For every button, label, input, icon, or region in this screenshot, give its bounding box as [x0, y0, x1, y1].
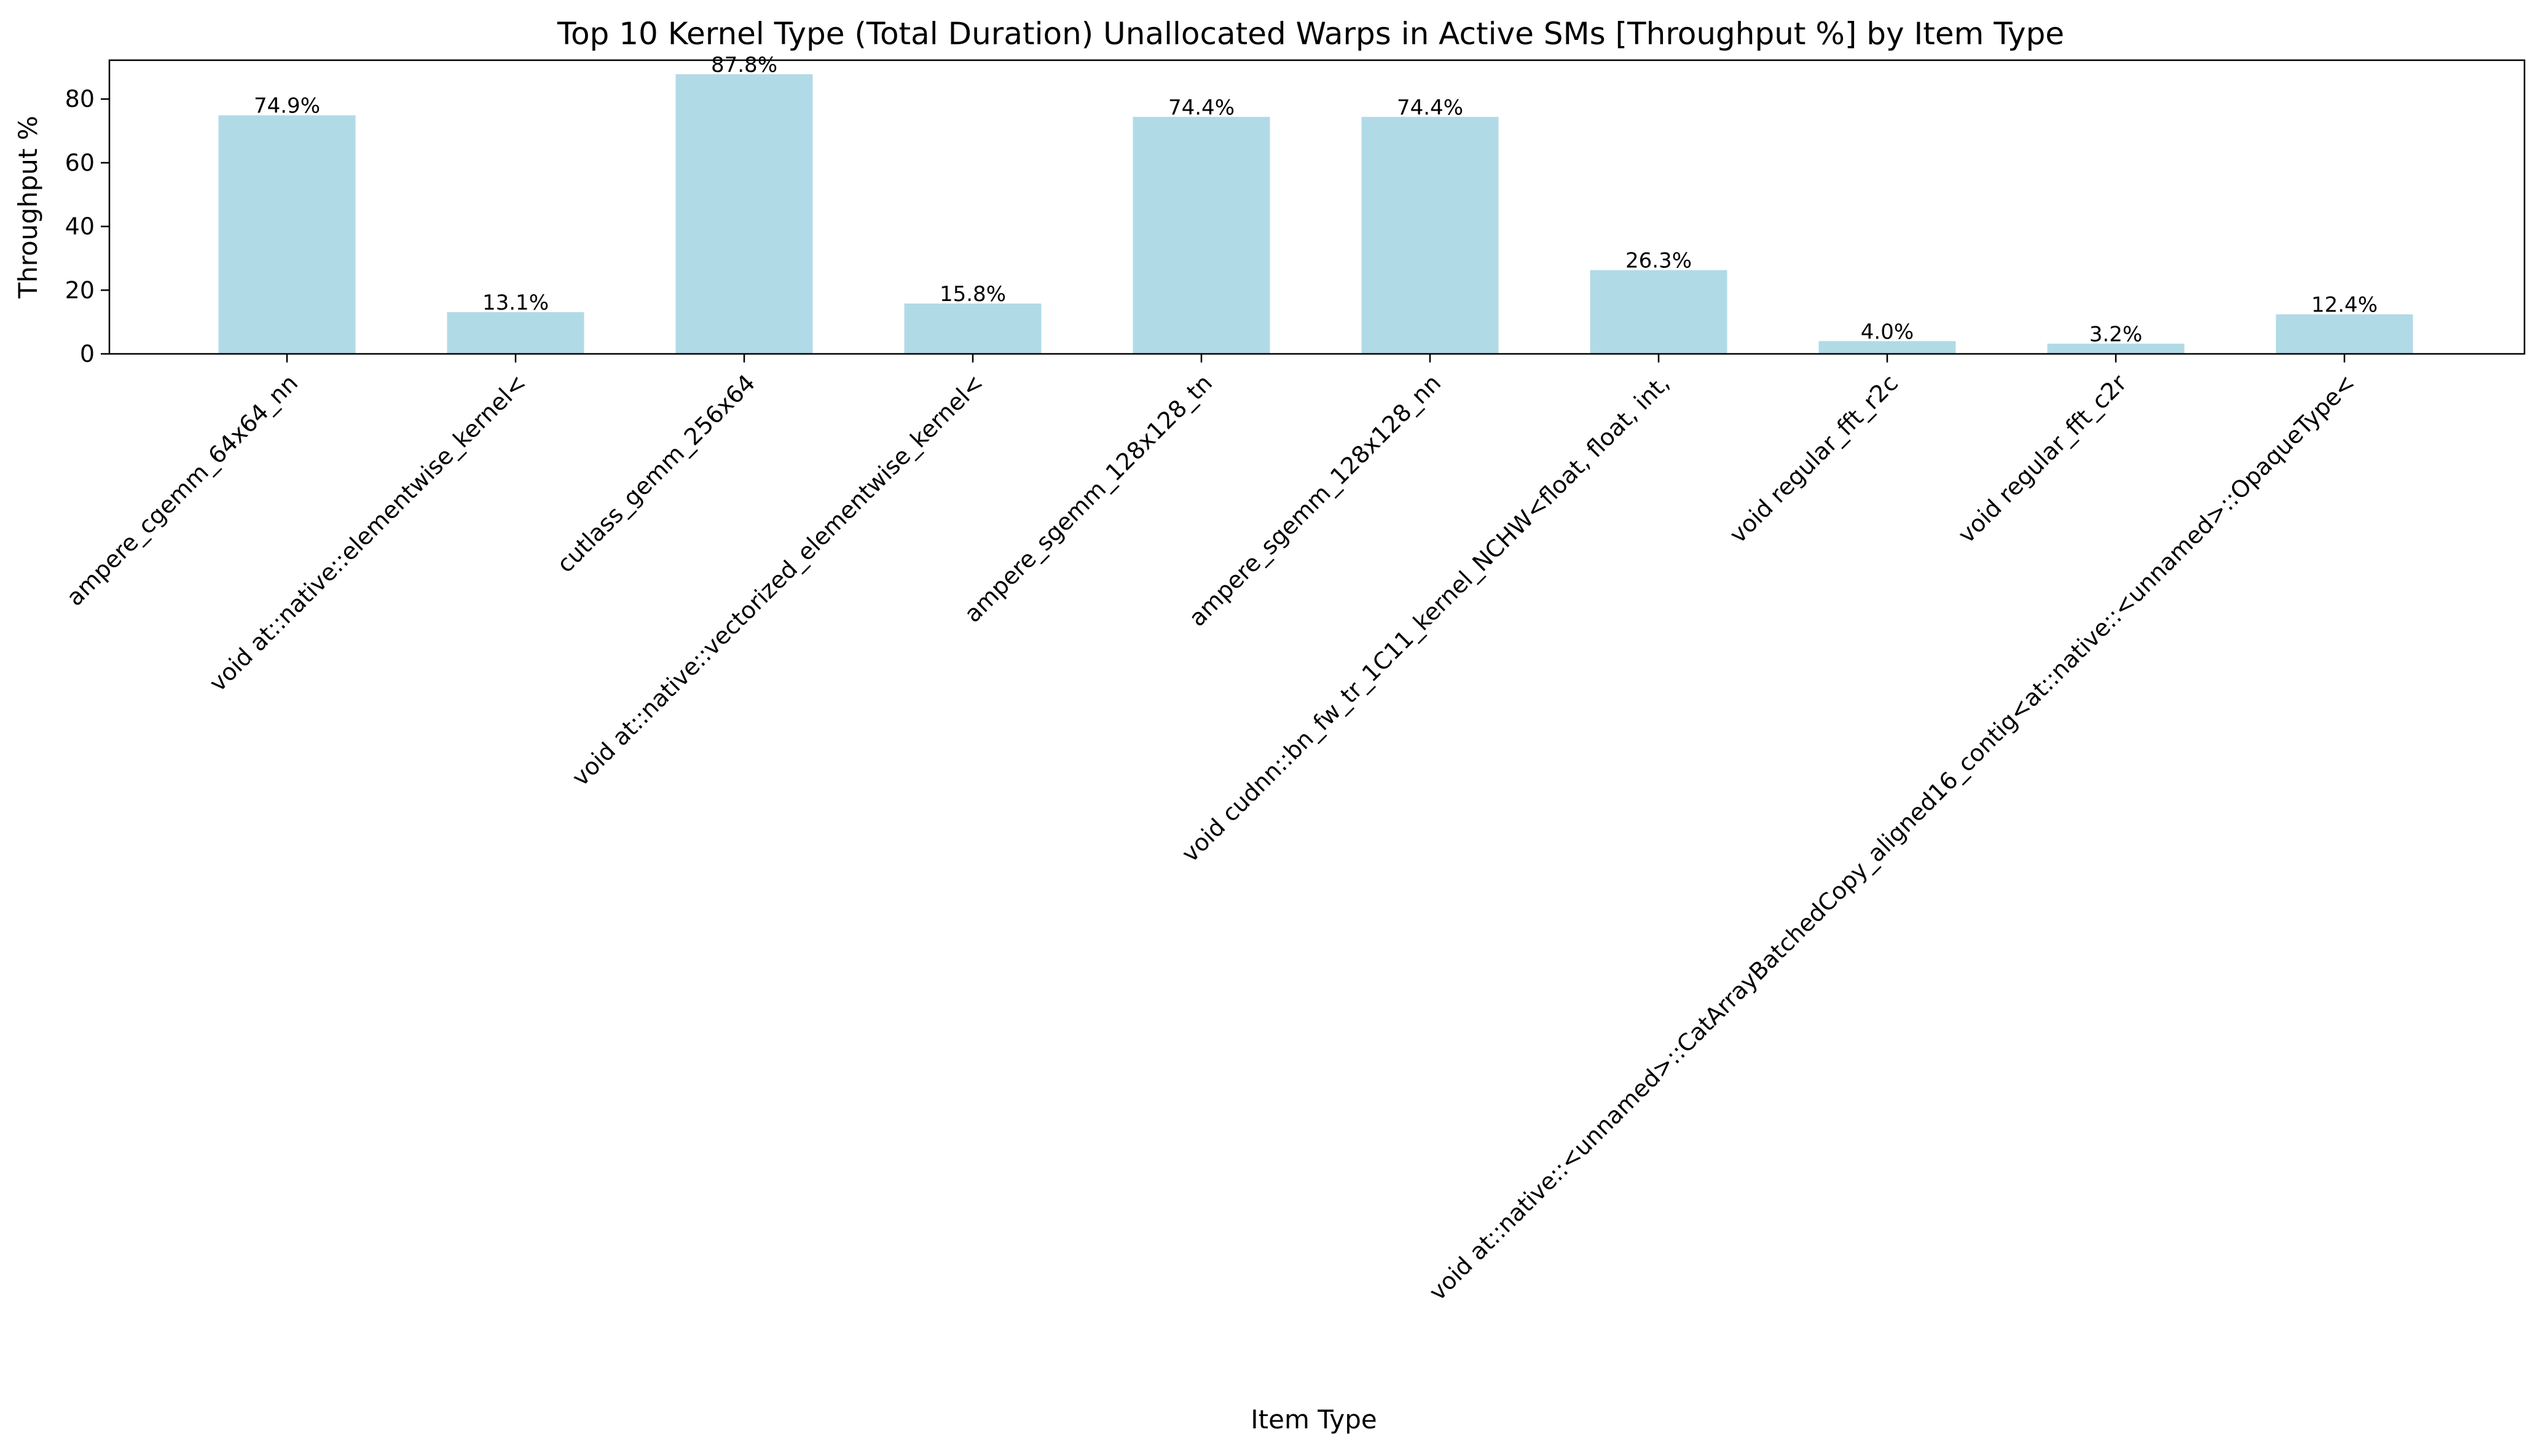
data-label-8: 3.2%: [2089, 322, 2142, 346]
x-tick-label-8: void regular_fft_c2r: [1953, 369, 2132, 549]
x-tick-label-7: void regular_fft_r2c: [1724, 369, 1903, 548]
y-axis-label: Throughput %: [13, 115, 43, 299]
data-label-9: 12.4%: [2311, 293, 2378, 318]
x-tick-label-5: ampere_sgemm_128x128_nn: [1184, 369, 1446, 632]
data-labels-layer: 74.9% 13.1% 87.8% 15.8% 74.4% 74.4% 26.3% 4.0% 3…: [254, 53, 2378, 347]
y-tick-label-0: 0: [80, 340, 95, 367]
x-tick-label-3: void at::native::vectorized_elementwise_…: [567, 369, 989, 791]
bar-0: [218, 115, 356, 354]
data-label-7: 4.0%: [1861, 319, 1914, 344]
data-label-0: 74.9%: [254, 94, 320, 119]
bar-5: [1361, 117, 1499, 354]
data-label-4: 74.4%: [1168, 95, 1235, 120]
bar-1: [447, 312, 584, 354]
y-axis: 0 20 40 60 80: [65, 85, 109, 367]
x-tick-label-9: void at::native::<unnamed>::CatArrayBatc…: [1424, 369, 2360, 1305]
plot-frame: [108, 59, 2526, 355]
y-tick-label-1: 20: [65, 276, 95, 303]
bar-6: [1590, 270, 1727, 354]
bars-layer: [218, 74, 2413, 354]
bar-3: [904, 303, 1042, 354]
x-tick-label-0: ampere_cgemm_64x64_nn: [61, 369, 303, 611]
y-tick-label-2: 40: [65, 213, 95, 240]
bar-9: [2276, 314, 2413, 354]
x-tick-label-6: void cudnn::bn_fw_tr_1C11_kernel_NCHW<fl…: [1176, 369, 1675, 867]
data-label-3: 15.8%: [940, 282, 1006, 307]
bar-4: [1133, 117, 1270, 354]
data-label-6: 26.3%: [1625, 249, 1692, 273]
data-label-1: 13.1%: [482, 291, 549, 315]
bar-8: [2047, 343, 2185, 354]
data-label-2: 87.8%: [711, 53, 777, 77]
bar-2: [675, 74, 813, 354]
bar-7: [1818, 341, 1956, 354]
chart-title: Top 10 Kernel Type (Total Duration) Unal…: [557, 16, 2064, 52]
data-label-5: 74.4%: [1397, 95, 1463, 120]
y-tick-label-4: 80: [65, 85, 95, 112]
x-axis-label: Item Type: [1251, 1404, 1377, 1434]
y-tick-label-3: 60: [65, 149, 95, 176]
x-tick-label-2: cutlass_gemm_256x64: [552, 369, 761, 578]
x-tick-label-4: ampere_sgemm_128x128_tn: [959, 369, 1218, 628]
